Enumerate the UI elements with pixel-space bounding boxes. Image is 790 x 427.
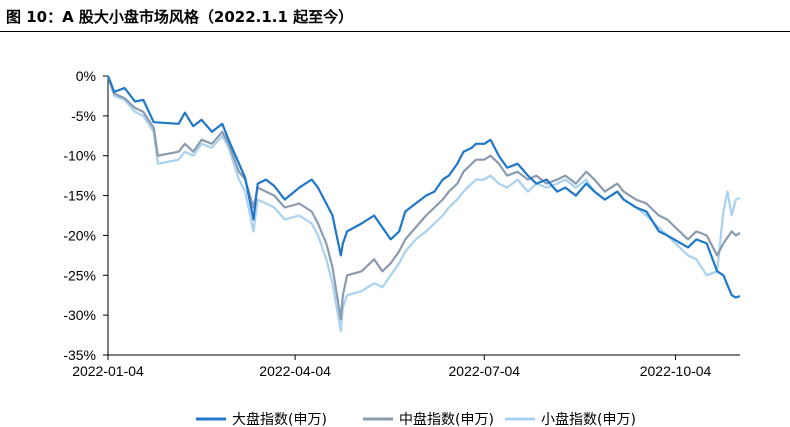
y-tick-label: -35%	[63, 347, 96, 363]
y-tick-label: -5%	[71, 108, 96, 124]
y-tick-label: -25%	[63, 267, 96, 283]
x-axis: 2022-01-04 2022-04-04 2022-07-04 2022-10-04	[72, 354, 740, 379]
x-tick-label: 2022-07-04	[448, 363, 520, 379]
series-layer	[106, 75, 741, 333]
figure-title: 图 10：A 股大小盘市场风格（2022.1.1 起至今）	[6, 8, 354, 26]
y-tick-label: -15%	[63, 188, 96, 204]
legend-label: 中盘指数(申万)	[399, 411, 494, 427]
x-tick-label: 2022-01-04	[72, 363, 144, 379]
x-tick-label: 2022-04-04	[259, 363, 331, 379]
legend-label: 大盘指数(申万)	[232, 411, 327, 427]
y-tick-label: -20%	[63, 227, 96, 243]
y-axis: 0% -5% -10% -15% -20% -25% -30% -35%	[63, 68, 109, 363]
y-tick-label: 0%	[76, 68, 96, 84]
series-line-2	[106, 75, 741, 321]
y-tick-label: -30%	[63, 307, 96, 323]
title-rule	[0, 31, 790, 32]
x-tick-label: 2022-10-04	[640, 363, 712, 379]
y-tick-label: -10%	[63, 148, 96, 164]
series-line-1	[106, 75, 741, 299]
legend-label: 小盘指数(申万)	[541, 411, 636, 427]
legend: 大盘指数(申万) 中盘指数(申万) 小盘指数(申万)	[196, 411, 636, 427]
